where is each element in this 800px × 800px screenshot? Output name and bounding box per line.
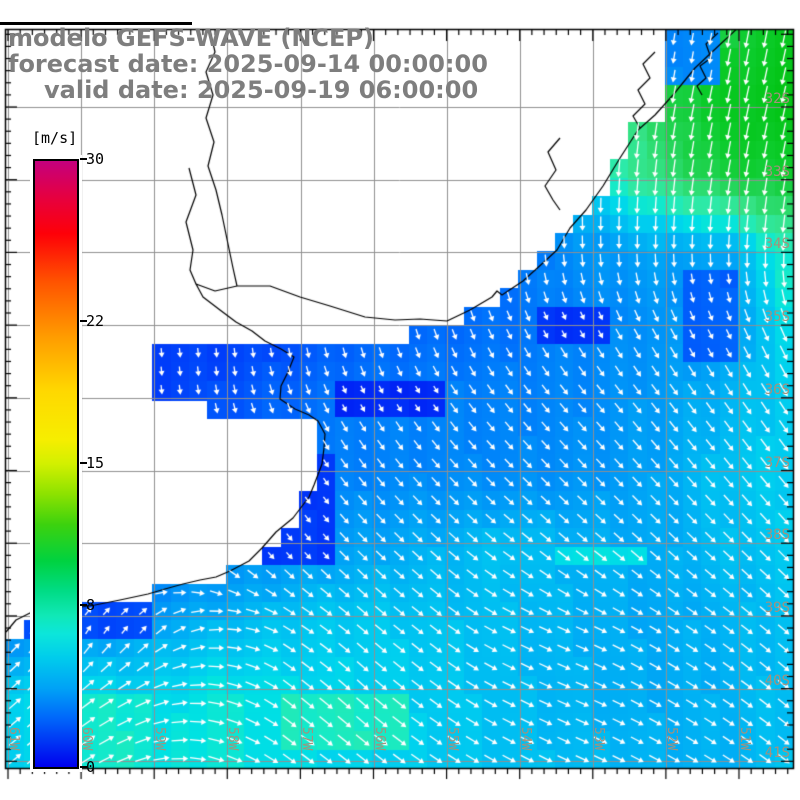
latitude-label: 32S xyxy=(764,91,790,107)
colorbar-tick-label: 0 xyxy=(86,758,96,776)
top-border-artifact xyxy=(0,22,192,25)
colorbar-tick xyxy=(80,158,87,160)
latitude-label: 39S xyxy=(764,600,790,616)
colorbar-tick-label: 8 xyxy=(86,595,96,614)
longitude-label: 51W xyxy=(737,727,752,751)
colorbar-tick-label: 22 xyxy=(86,312,105,331)
colorbar xyxy=(30,155,82,772)
colorbar-tick xyxy=(80,603,87,606)
colorbar-tick-label: 30 xyxy=(86,150,105,168)
longitude-label: 61W xyxy=(6,727,21,751)
longitude-label: 53W xyxy=(591,727,606,751)
colorbar-tick xyxy=(80,320,87,323)
longitude-label: 59W xyxy=(152,727,167,751)
latitude-label: 34S xyxy=(764,236,790,252)
colorbar-unit-label: [m/s] xyxy=(32,129,78,147)
latitude-label: 37S xyxy=(764,455,790,471)
longitude-label: 55W xyxy=(445,727,460,751)
latitude-label: 35S xyxy=(764,309,790,325)
latitude-label: 33S xyxy=(764,164,790,180)
latitude-label: 40S xyxy=(764,673,790,689)
latitude-label: 36S xyxy=(764,382,790,398)
map-title: modelo GEFS-WAVE (NCEP) forecast date: 20… xyxy=(8,25,488,103)
colorbar-gradient xyxy=(33,159,79,769)
colorbar-tick-label: 15 xyxy=(86,454,105,472)
latitude-label: 41S xyxy=(764,745,790,761)
longitude-label: 60W xyxy=(79,727,94,751)
forecast-date: forecast date: 2025-09-14 00:00:00 xyxy=(8,50,488,78)
colorbar-tick xyxy=(80,766,87,768)
longitude-label: 57W xyxy=(299,727,314,751)
longitude-label: 58W xyxy=(225,727,240,751)
longitude-label: 54W xyxy=(518,727,533,751)
valid-date: valid date: 2025-09-19 06:00:00 xyxy=(44,76,479,104)
longitude-label: 56W xyxy=(372,727,387,751)
model-name: modelo GEFS-WAVE (NCEP) xyxy=(8,24,374,52)
latitude-label: 38S xyxy=(764,527,790,543)
colorbar-tick xyxy=(80,462,87,464)
longitude-label: 52W xyxy=(664,727,679,751)
